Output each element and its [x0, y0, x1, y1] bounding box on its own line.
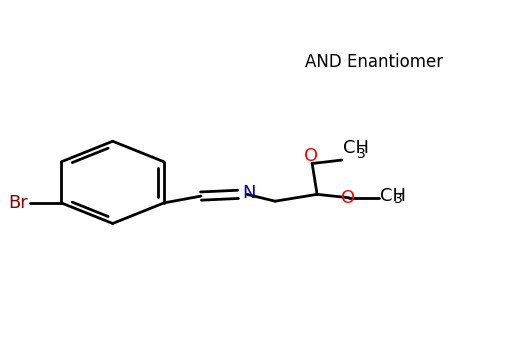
Text: 3: 3 [356, 147, 366, 161]
Text: AND Enantiomer: AND Enantiomer [305, 53, 444, 71]
Text: N: N [242, 184, 256, 202]
Text: CH: CH [380, 187, 406, 205]
Text: 3: 3 [393, 192, 403, 206]
Text: O: O [341, 189, 355, 207]
Text: Br: Br [8, 194, 28, 212]
Text: CH: CH [343, 139, 369, 157]
Text: O: O [304, 147, 318, 165]
